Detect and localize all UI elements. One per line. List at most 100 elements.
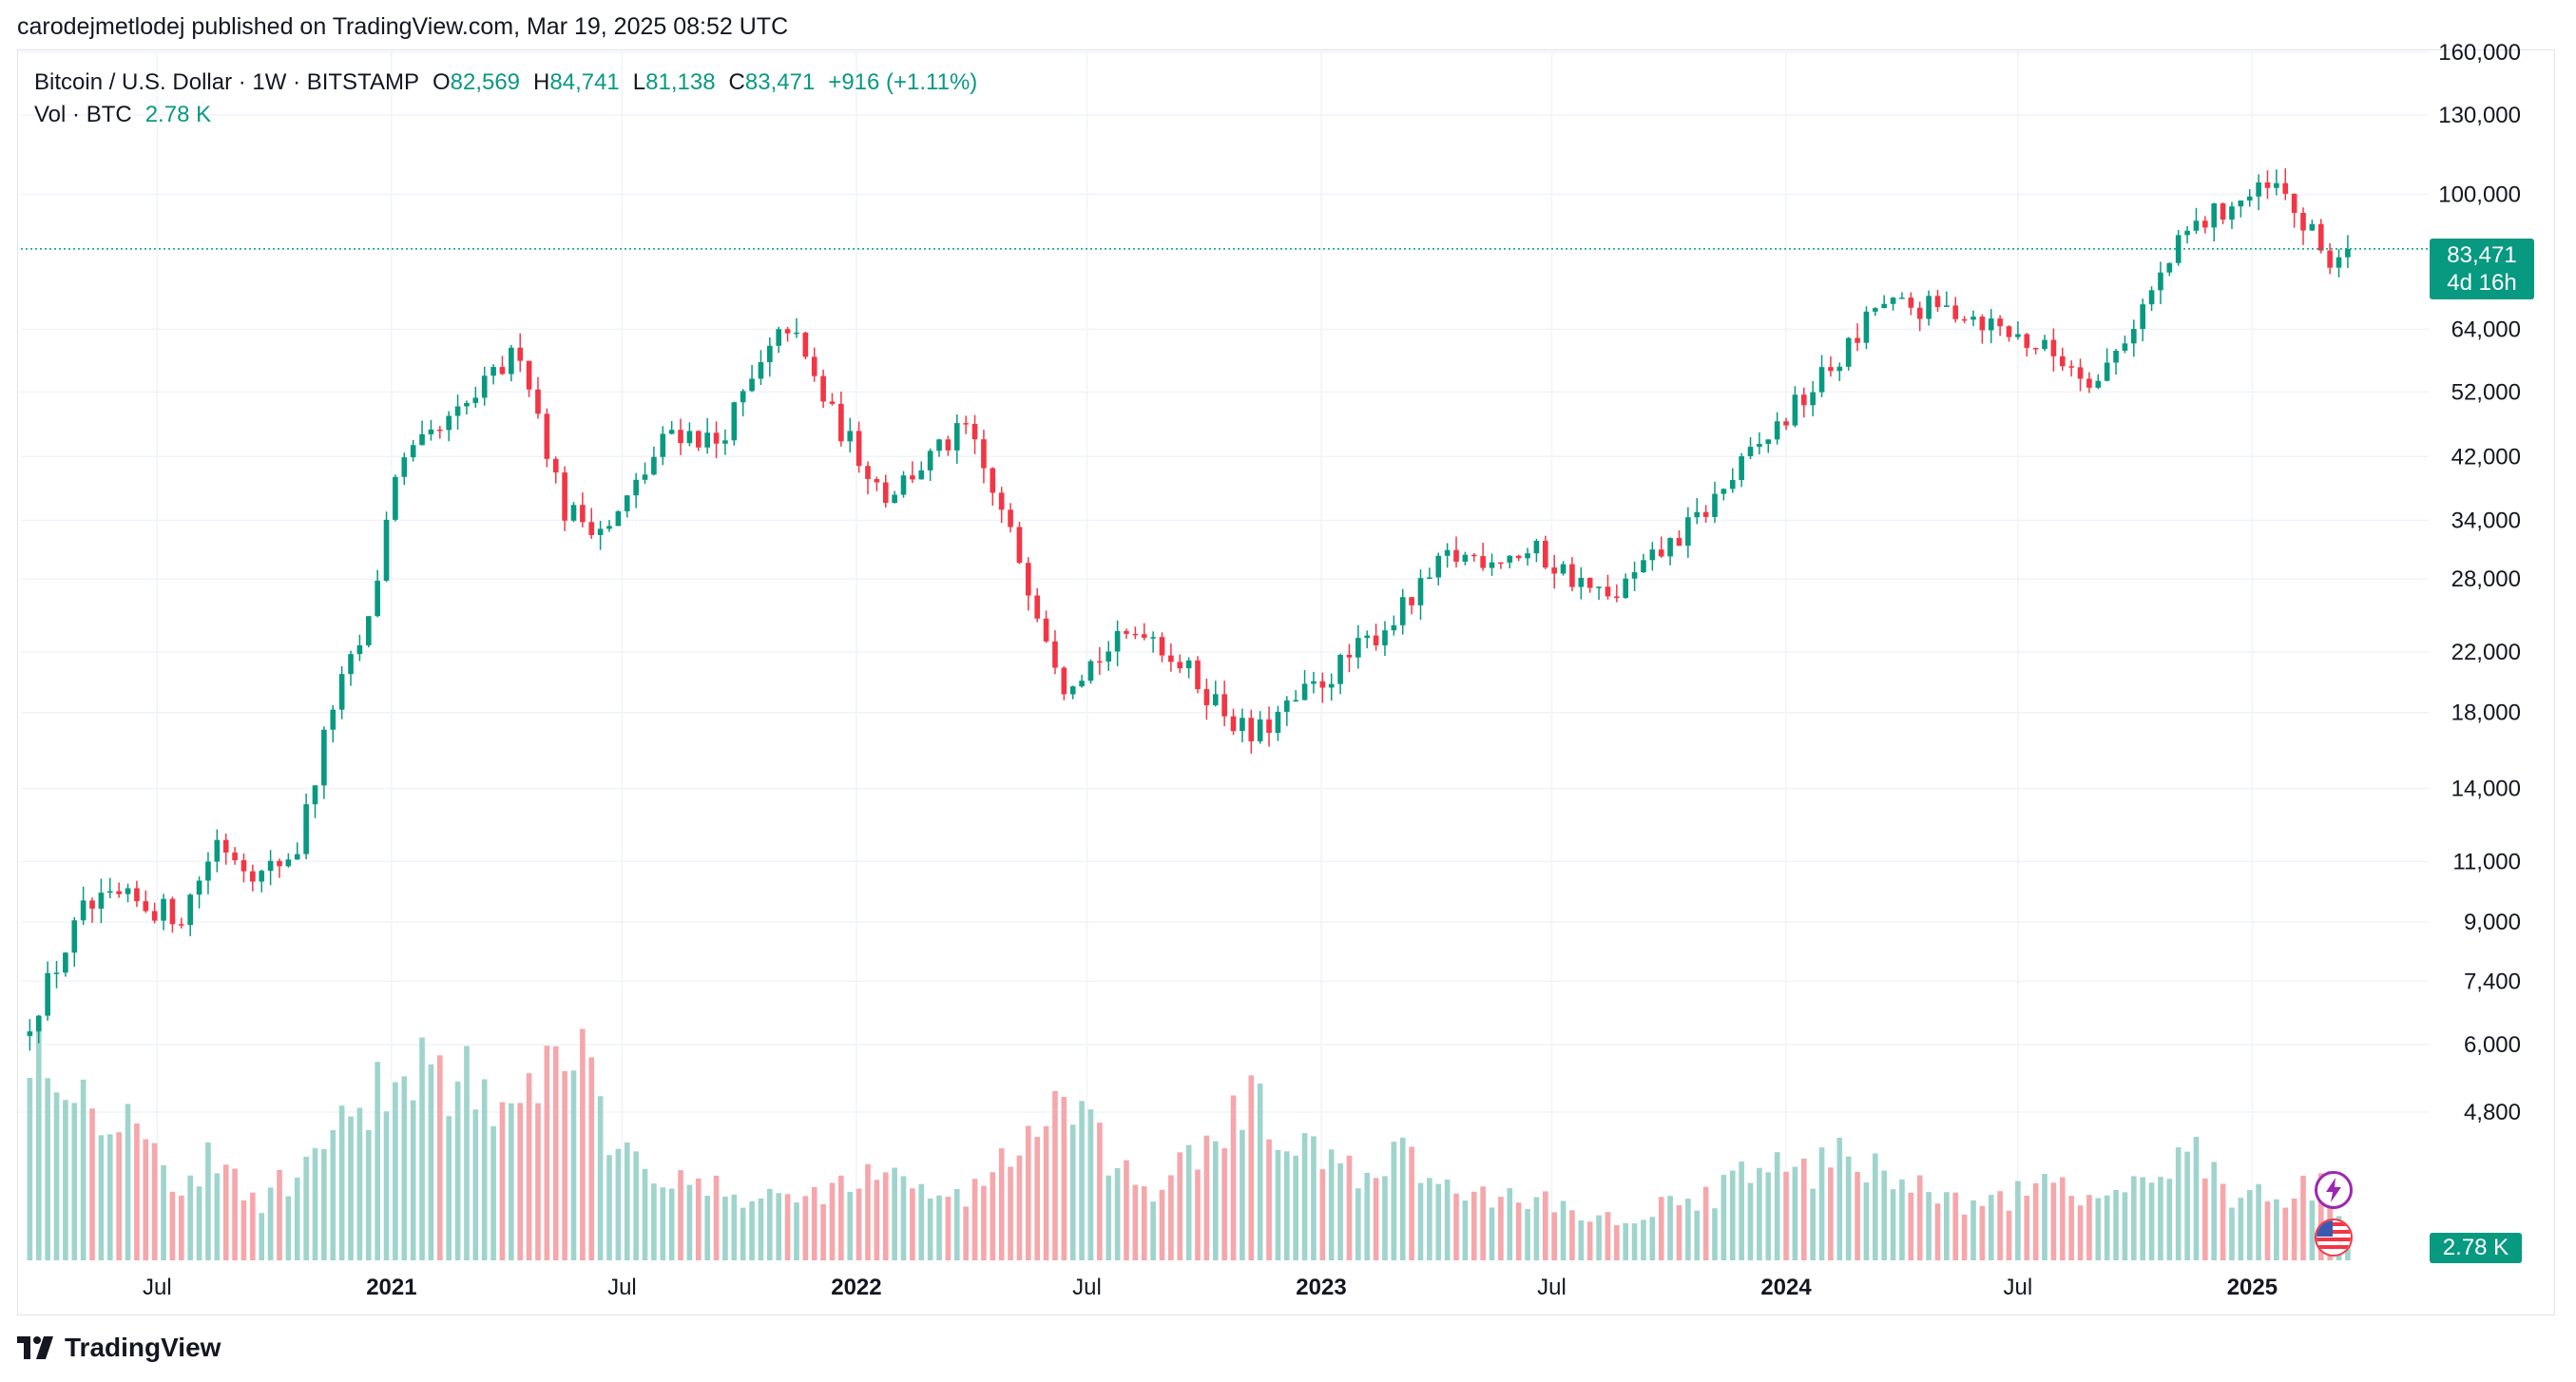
volume-bar bbox=[187, 1175, 194, 1260]
high-value: 84,741 bbox=[549, 69, 620, 95]
price-tick-label: 11,000 bbox=[2452, 849, 2521, 874]
candle-body bbox=[2229, 206, 2235, 221]
candle-body bbox=[2300, 213, 2306, 231]
volume-bar bbox=[1453, 1193, 1459, 1260]
volume-bar bbox=[686, 1184, 693, 1260]
us-flag-icon[interactable] bbox=[2315, 1219, 2353, 1257]
volume-bar bbox=[936, 1195, 942, 1260]
price-tick-label: 52,000 bbox=[2451, 379, 2521, 405]
volume-bar bbox=[1702, 1186, 1709, 1260]
volume-bar bbox=[2175, 1147, 2182, 1260]
volume-bar bbox=[2282, 1207, 2289, 1260]
volume-bar bbox=[1177, 1152, 1183, 1260]
candle-body bbox=[1934, 296, 1941, 307]
volume-bar bbox=[232, 1168, 238, 1260]
candle-body bbox=[53, 972, 60, 974]
candle-body bbox=[240, 860, 247, 872]
volume-bar bbox=[151, 1142, 158, 1260]
candle-body bbox=[855, 431, 862, 467]
candle-body bbox=[1382, 630, 1388, 645]
candle-body bbox=[1818, 367, 1825, 393]
volume-bar bbox=[312, 1148, 318, 1260]
candle-body bbox=[865, 466, 871, 480]
volume-bar bbox=[134, 1123, 140, 1260]
volume-bar bbox=[1275, 1149, 1281, 1260]
volume-bar bbox=[1551, 1212, 1557, 1260]
volume-bar bbox=[2256, 1183, 2261, 1260]
volume-bar bbox=[1596, 1215, 1602, 1260]
volume-bar bbox=[1739, 1161, 1744, 1260]
volume-label[interactable]: Vol · BTC bbox=[34, 102, 132, 127]
volume-bar bbox=[1203, 1135, 1210, 1260]
volume-bar bbox=[2274, 1199, 2279, 1260]
candle-body bbox=[668, 430, 675, 434]
candle-body bbox=[1087, 661, 1094, 681]
bolt-icon[interactable] bbox=[2315, 1171, 2353, 1209]
price-tick-label: 34,000 bbox=[2451, 508, 2521, 533]
candle-body bbox=[2113, 350, 2119, 363]
volume-bar bbox=[1212, 1141, 1219, 1260]
volume-bar bbox=[1293, 1155, 1299, 1260]
volume-bar bbox=[259, 1213, 265, 1260]
candle-body bbox=[45, 972, 50, 1016]
candle-body bbox=[187, 894, 194, 926]
volume-bar bbox=[1240, 1129, 1245, 1260]
volume-bar bbox=[704, 1196, 710, 1260]
tradingview-brand[interactable]: TradingView bbox=[17, 1333, 221, 1363]
volume-bar bbox=[998, 1148, 1005, 1260]
volume-bar bbox=[517, 1103, 524, 1260]
candle-body bbox=[1961, 318, 1968, 321]
volume-bar bbox=[2015, 1180, 2021, 1260]
candle-body bbox=[1873, 308, 1878, 312]
volume-bar bbox=[1979, 1205, 1986, 1260]
candle-body bbox=[338, 674, 345, 710]
volume-bar bbox=[1257, 1083, 1263, 1260]
time-tick-label: Jul bbox=[1072, 1275, 1102, 1300]
price-tick-label: 14,000 bbox=[2451, 777, 2521, 802]
candle-body bbox=[900, 475, 907, 495]
candle-body bbox=[1525, 553, 1530, 559]
volume-bar bbox=[1301, 1133, 1308, 1260]
symbol-title[interactable]: Bitcoin / U.S. Dollar · 1W · BITSTAMP bbox=[34, 69, 419, 95]
volume-bar bbox=[570, 1070, 577, 1260]
candle-body bbox=[1427, 577, 1432, 579]
volume-bar bbox=[1586, 1221, 1593, 1260]
candle-body bbox=[1293, 700, 1299, 702]
candle-body bbox=[704, 432, 710, 448]
candle-body bbox=[1551, 567, 1557, 574]
candle-body bbox=[1569, 564, 1575, 587]
candle-body bbox=[2095, 380, 2102, 388]
candle-body bbox=[971, 423, 978, 440]
volume-value: 2.78 K bbox=[144, 102, 212, 127]
candle-body bbox=[945, 439, 952, 451]
volume-bar bbox=[2345, 1243, 2351, 1260]
tradingview-logo-icon bbox=[17, 1336, 53, 1359]
candle-body bbox=[660, 433, 666, 457]
candle-body bbox=[1729, 480, 1736, 489]
volume-bar bbox=[89, 1108, 95, 1260]
price-tick-label: 42,000 bbox=[2451, 444, 2521, 470]
volume-bar bbox=[1961, 1214, 1968, 1260]
candle-body bbox=[2238, 200, 2244, 207]
candle-body bbox=[1605, 586, 1611, 597]
volume-bar bbox=[1124, 1160, 1129, 1260]
volume-bar bbox=[472, 1109, 479, 1260]
volume-bar bbox=[1150, 1201, 1156, 1260]
candle-body bbox=[1257, 719, 1263, 741]
volume-bar bbox=[1757, 1167, 1762, 1260]
candle-body bbox=[356, 644, 363, 655]
candle-body bbox=[829, 401, 836, 404]
candle-body bbox=[401, 457, 408, 477]
candle-body bbox=[1124, 630, 1129, 634]
volume-bar bbox=[1417, 1182, 1424, 1260]
candle-body bbox=[731, 402, 738, 441]
volume-bar bbox=[1542, 1191, 1548, 1260]
candle-body bbox=[1221, 694, 1227, 717]
chart-frame[interactable] bbox=[17, 49, 2555, 1315]
candle-body bbox=[597, 528, 604, 535]
volume-bar bbox=[499, 1102, 506, 1260]
candle-body bbox=[570, 505, 577, 521]
volume-bar bbox=[668, 1188, 675, 1260]
candle-body bbox=[526, 360, 532, 390]
